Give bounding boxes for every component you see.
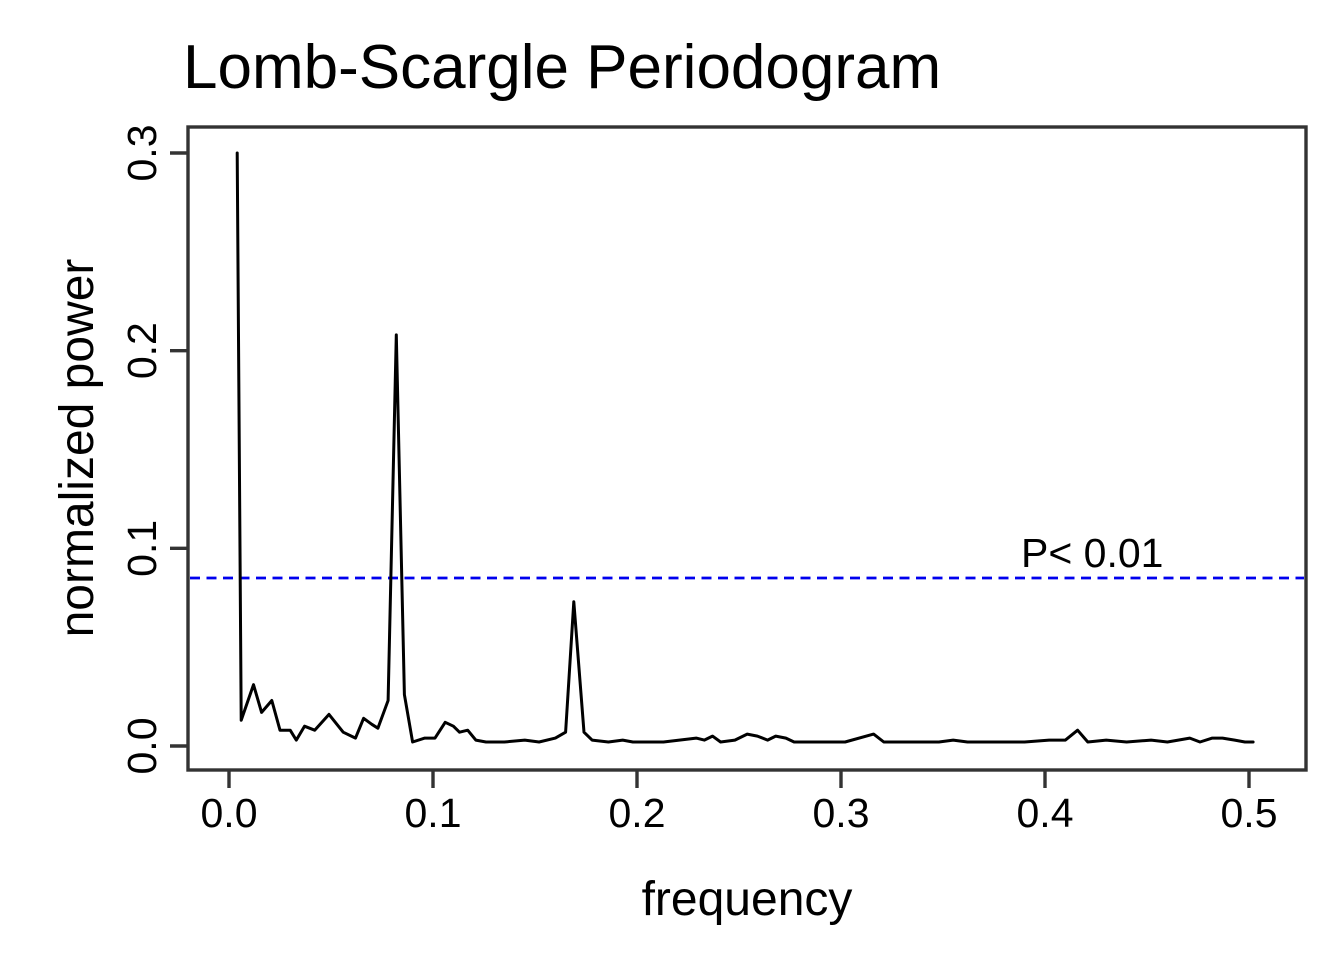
power-curve bbox=[235, 151, 1255, 744]
y-tick-label: 0.3 bbox=[119, 125, 165, 182]
y-tick-label: 0.2 bbox=[119, 322, 165, 379]
x-tick-label: 0.5 bbox=[1221, 790, 1278, 836]
x-tick-label: 0.2 bbox=[609, 790, 666, 836]
x-axis-ticks: 0.0 0.1 0.2 0.3 0.4 0.5 bbox=[201, 771, 1278, 836]
chart-title: Lomb-Scargle Periodogram bbox=[183, 33, 941, 102]
x-tick-label: 0.0 bbox=[201, 790, 258, 836]
significance-label: P< 0.01 bbox=[1021, 530, 1163, 576]
x-tick-label: 0.1 bbox=[405, 790, 462, 836]
y-tick-label: 0.1 bbox=[119, 520, 165, 577]
y-axis-title: normalized power bbox=[51, 259, 104, 638]
y-tick-label: 0.0 bbox=[119, 718, 165, 775]
x-tick-label: 0.4 bbox=[1017, 790, 1074, 836]
plot-box bbox=[186, 125, 1308, 772]
x-axis-title: frequency bbox=[642, 873, 853, 926]
y-axis-ticks: 0.0 0.1 0.2 0.3 bbox=[119, 125, 187, 775]
x-tick-label: 0.3 bbox=[813, 790, 870, 836]
